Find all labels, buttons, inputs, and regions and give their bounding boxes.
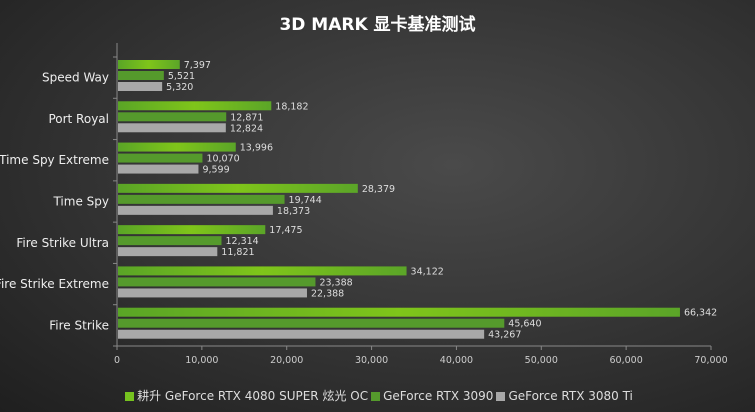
- x-tick-label: 0: [114, 355, 120, 366]
- category-label: Speed Way: [42, 71, 109, 85]
- bar: [118, 318, 505, 328]
- x-tick-label: 10,000: [185, 355, 218, 366]
- data-label: 17,475: [269, 225, 302, 236]
- legend-swatch: [371, 392, 381, 401]
- chart-title: 3D MARK 显卡基准测试: [279, 15, 476, 35]
- data-label: 66,342: [684, 308, 717, 319]
- legend-label: GeForce RTX 3090: [383, 389, 494, 403]
- bar: [118, 101, 272, 111]
- category-label: Fire Strike Ultra: [16, 236, 109, 250]
- bar: [118, 183, 358, 193]
- x-tick-label: 30,000: [355, 355, 388, 366]
- bar: [118, 236, 222, 246]
- category-label: Time Spy Extreme: [0, 153, 109, 167]
- data-label: 12,824: [230, 123, 263, 134]
- bar: [118, 194, 285, 204]
- bar: [118, 142, 236, 152]
- category-label: Port Royal: [48, 112, 109, 126]
- data-label: 12,871: [230, 112, 263, 123]
- legend: 耕升 GeForce RTX 4080 SUPER 炫光 OC GeForce R…: [0, 387, 755, 404]
- x-tick-label: 70,000: [694, 355, 727, 366]
- x-tick-label: 60,000: [610, 355, 643, 366]
- bar: [118, 205, 273, 215]
- data-label: 23,388: [319, 277, 352, 288]
- bar: [118, 112, 227, 122]
- data-label: 43,267: [488, 330, 521, 341]
- bar: [118, 266, 407, 276]
- data-label: 10,070: [206, 154, 239, 165]
- category-label: Fire Strike Extreme: [0, 277, 109, 291]
- data-label: 28,379: [362, 184, 395, 195]
- bar: [118, 288, 307, 298]
- data-label: 45,640: [508, 319, 541, 330]
- x-tick-label: 40,000: [440, 355, 473, 366]
- legend-label: GeForce RTX 3080 Ti: [508, 389, 633, 403]
- bar: [118, 247, 218, 257]
- data-label: 9,599: [202, 165, 229, 176]
- data-label: 5,521: [168, 71, 195, 82]
- bar: [118, 123, 226, 133]
- bar: [118, 60, 180, 69]
- data-label: 22,388: [311, 288, 344, 299]
- legend-swatch: [125, 392, 135, 401]
- legend-label: 耕升 GeForce RTX 4080 SUPER 炫光 OC: [137, 389, 369, 403]
- bar: [118, 277, 316, 287]
- category-label: Fire Strike: [49, 318, 109, 332]
- data-label: 12,314: [225, 236, 258, 247]
- bar: [118, 82, 163, 91]
- x-tick-label: 20,000: [270, 355, 303, 366]
- data-label: 13,996: [240, 143, 273, 154]
- data-label: 11,821: [221, 247, 254, 258]
- data-label: 19,744: [289, 195, 322, 206]
- data-label: 18,373: [277, 206, 310, 217]
- bar: [118, 329, 485, 339]
- data-label: 5,320: [166, 82, 193, 93]
- legend-swatch: [496, 392, 506, 401]
- bar: [118, 71, 164, 80]
- x-tick-label: 50,000: [525, 355, 558, 366]
- bar: [118, 164, 199, 174]
- data-label: 34,122: [411, 266, 444, 277]
- bar: [118, 225, 266, 235]
- bar: [118, 307, 680, 317]
- category-label: Time Spy: [52, 195, 109, 209]
- data-label: 18,182: [275, 101, 308, 112]
- data-label: 7,397: [184, 60, 211, 71]
- bar: [118, 153, 203, 163]
